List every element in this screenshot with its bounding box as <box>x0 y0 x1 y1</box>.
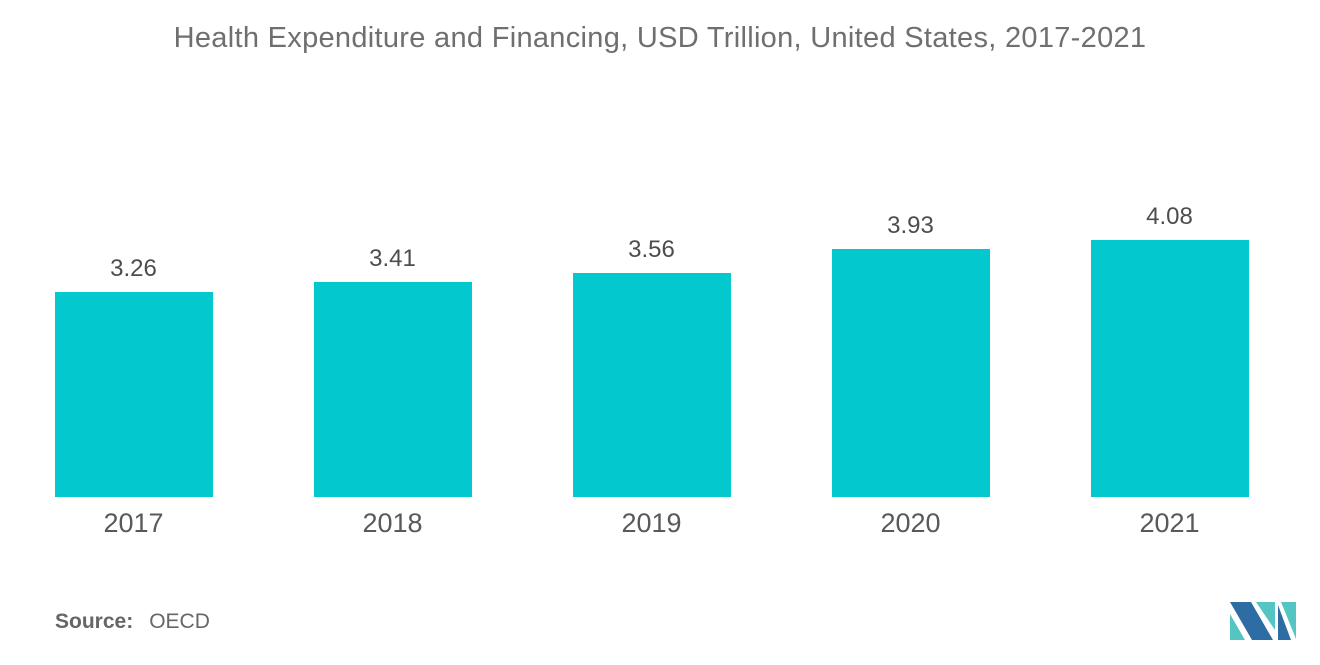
bar-column: 4.08 2021 <box>1040 203 1299 540</box>
bar-column: 3.93 2020 <box>781 212 1040 540</box>
bar-category-label: 2018 <box>362 508 423 538</box>
bar-column: 3.56 2019 <box>522 236 781 540</box>
bar-value-label: 3.56 <box>628 236 675 263</box>
bar-column: 3.41 2018 <box>263 245 522 540</box>
bar-2019 <box>572 273 731 497</box>
chart-bars: 3.26 2017 3.41 2018 3.56 2019 3.93 2020 4.08 2021 <box>4 203 1299 540</box>
bar-category-label: 2017 <box>103 508 164 538</box>
bar-category-label: 2021 <box>1139 508 1200 538</box>
source-line: Source: OECD <box>55 610 210 634</box>
bar-value-label: 3.26 <box>110 255 157 282</box>
logo-blue-diagonal <box>1230 602 1273 640</box>
bar-2020 <box>831 249 990 497</box>
source-value: OECD <box>149 610 210 633</box>
bar-2021 <box>1090 240 1249 497</box>
bar-2018 <box>313 282 472 497</box>
mordor-intelligence-logo <box>1230 602 1296 640</box>
bar-2017 <box>54 292 213 497</box>
bar-value-label: 3.93 <box>887 212 934 239</box>
bar-value-label: 3.41 <box>369 245 416 272</box>
logo-blue-right-triangle <box>1278 605 1291 640</box>
chart-title: Health Expenditure and Financing, USD Tr… <box>173 22 1147 54</box>
source-label: Source: <box>55 610 134 633</box>
logo-teal-right-triangle <box>1281 602 1296 639</box>
bar-value-label: 4.08 <box>1146 203 1193 230</box>
bar-category-label: 2020 <box>880 508 941 538</box>
logo-teal-bottom-left-triangle <box>1230 614 1245 640</box>
bar-column: 3.26 2017 <box>4 255 263 540</box>
logo-teal-middle-triangle <box>1256 602 1275 630</box>
bar-category-label: 2019 <box>621 508 682 538</box>
